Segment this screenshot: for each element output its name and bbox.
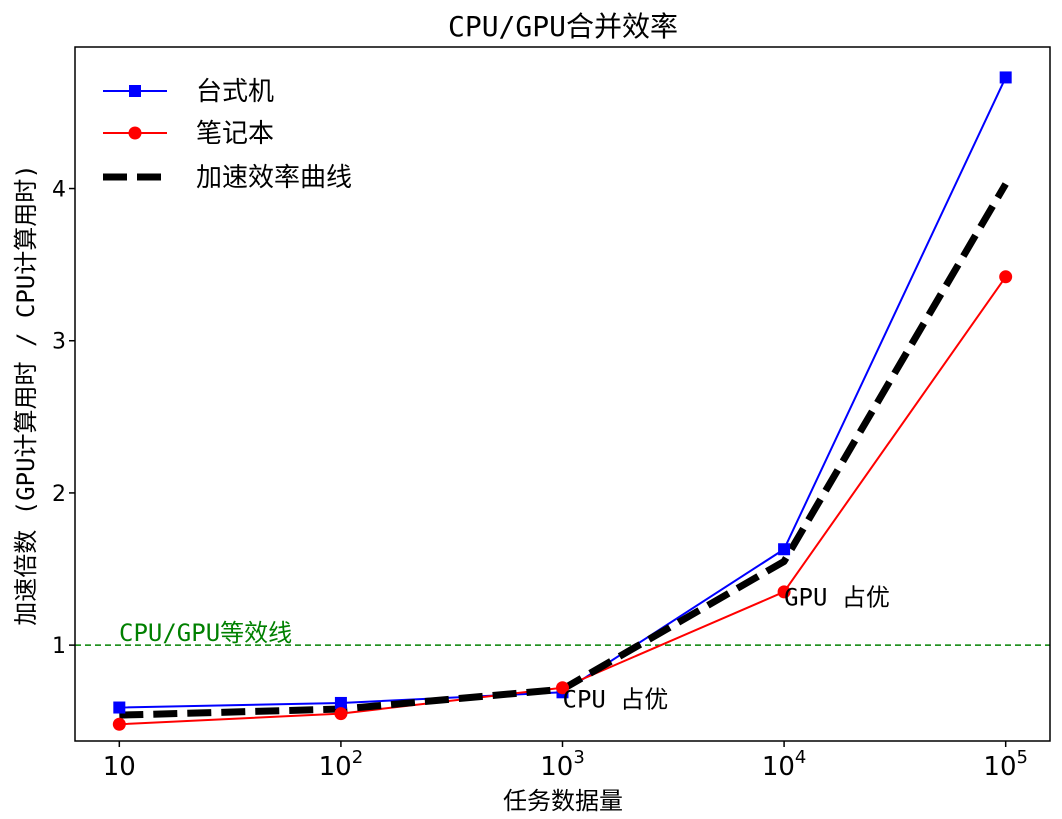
chart-title: CPU/GPU合并效率	[448, 10, 678, 43]
legend-marker	[129, 85, 141, 97]
x-tick-label: 102	[319, 747, 364, 782]
annotation-2: CPU 占优	[563, 686, 669, 714]
series-2-point	[334, 707, 348, 721]
y-tick-label: 1	[52, 634, 66, 659]
annotation-1: GPU 占优	[784, 584, 890, 612]
legend-label: 加速效率曲线	[196, 163, 352, 193]
series-2-point	[777, 585, 791, 599]
series-2-point	[999, 270, 1013, 284]
series-1-point	[113, 701, 126, 714]
legend-marker	[128, 126, 142, 140]
x-tick-label: 103	[540, 747, 585, 782]
plot-area: CPU/GPU等效线 GPU 占优 CPU 占优	[75, 71, 1050, 731]
y-axis: 1 2 3 4	[52, 178, 75, 659]
y-tick-label: 4	[52, 178, 66, 203]
x-axis: 10 102 103 104 105	[103, 741, 1028, 782]
reference-line-label: CPU/GPU等效线	[119, 619, 292, 647]
series-1-point	[334, 696, 347, 709]
y-tick-label: 3	[52, 330, 66, 355]
legend-label: 笔记本	[196, 119, 274, 149]
x-tick-label: 104	[762, 747, 807, 782]
y-axis-label: 加速倍数 (GPU计算用时 / CPU计算用时)	[12, 164, 40, 625]
series-1-point	[778, 543, 791, 556]
x-axis-label: 任务数据量	[503, 787, 623, 815]
legend-label: 台式机	[196, 77, 274, 107]
series-1-point	[999, 71, 1012, 84]
series-2-point	[556, 681, 569, 695]
series-line-2	[119, 276, 1007, 726]
y-tick-label: 2	[52, 482, 66, 507]
x-tick-label: 10	[103, 752, 136, 782]
x-tick-label: 105	[983, 747, 1028, 782]
series-2-point	[112, 717, 126, 731]
